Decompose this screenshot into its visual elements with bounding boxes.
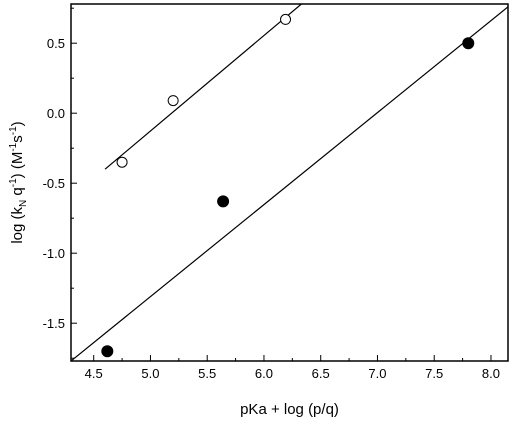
x-tick-label: 7.5 xyxy=(425,366,443,381)
plot-area xyxy=(71,4,508,361)
x-axis-title: pKa + log (p/q) xyxy=(240,401,339,418)
y-tick-label: -0.5 xyxy=(43,176,65,191)
x-tick-label: 4.5 xyxy=(85,366,103,381)
x-tick-label: 5.5 xyxy=(198,366,216,381)
y-tick-label: 0.5 xyxy=(47,36,65,51)
plot-frame xyxy=(70,3,509,362)
filled-point-1 xyxy=(101,345,114,358)
x-tick-label: 7.0 xyxy=(368,366,386,381)
x-axis-ticks: 4.5 5.0 5.5 6.0 6.5 7.0 7.5 8.0 xyxy=(85,355,500,381)
y-tick-label: -1.5 xyxy=(43,316,65,331)
fit-line-1 xyxy=(104,4,302,170)
open-point-3 xyxy=(280,13,292,25)
fit-line-2 xyxy=(71,6,508,361)
y-axis-ticks: -1.5 -1.0 -0.5 0.0 0.5 xyxy=(43,7,77,359)
open-point-1 xyxy=(116,156,128,168)
filled-point-2 xyxy=(217,195,230,208)
open-point-2 xyxy=(167,95,179,107)
y-tick-label: 0.0 xyxy=(47,106,65,121)
x-tick-label: 5.0 xyxy=(141,366,159,381)
y-axis-title: log (kN q-1) (M-1s-1) xyxy=(8,121,29,243)
x-tick-label: 8.0 xyxy=(482,366,500,381)
x-tick-label: 6.0 xyxy=(255,366,273,381)
y-tick-label: -1.0 xyxy=(43,246,65,261)
filled-point-3 xyxy=(462,37,475,50)
x-tick-label: 6.5 xyxy=(312,366,330,381)
